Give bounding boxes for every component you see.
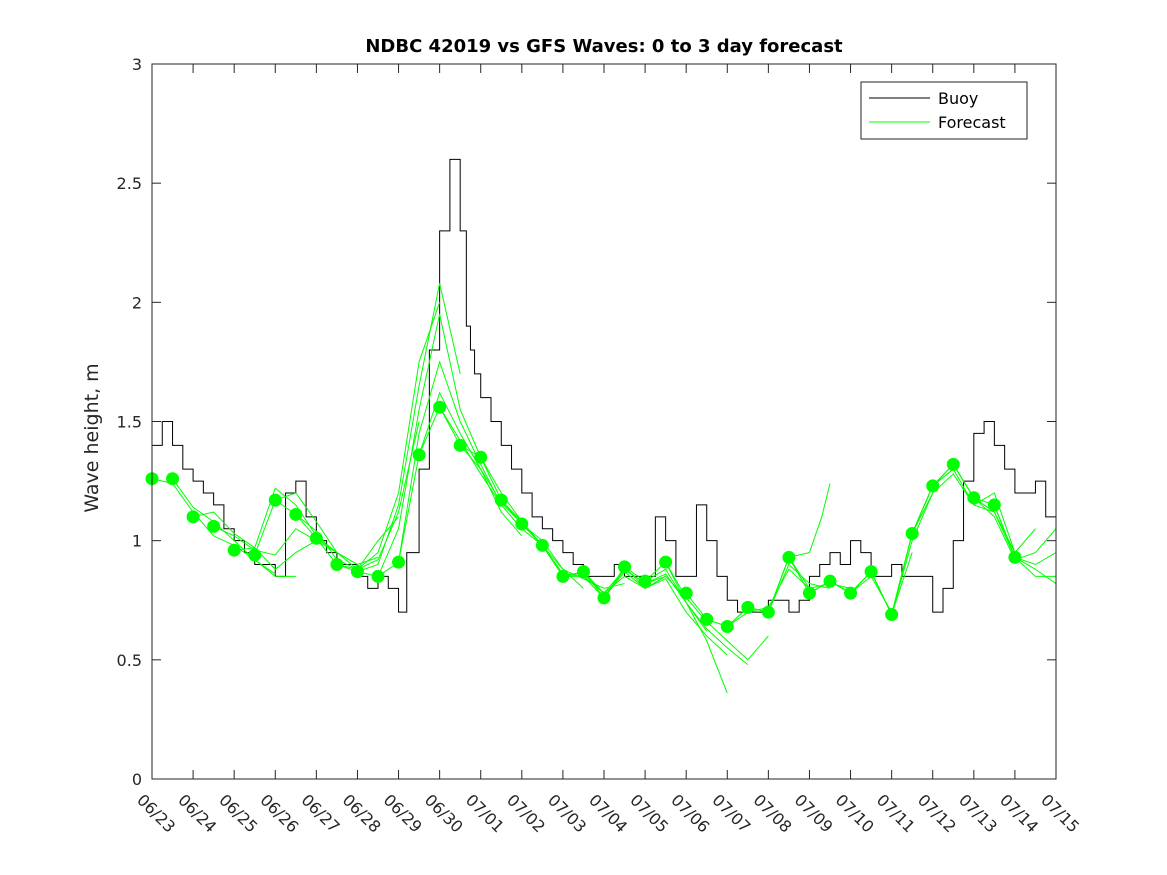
x-tick-label: 07/02 [503,790,549,836]
y-tick-label: 3 [132,55,142,74]
forecast-point [371,569,385,583]
forecast-point [248,548,262,562]
x-tick-label: 07/14 [996,790,1042,836]
x-tick-label: 07/11 [873,790,919,836]
forecast-run-line-18 [521,523,646,594]
forecast-point [618,560,632,574]
legend-forecast-label: Forecast [938,113,1006,132]
y-tick-label: 0.5 [117,651,142,670]
forecast-run-line-8 [315,302,441,570]
forecast-point [741,600,755,614]
x-tick-label: 06/25 [215,790,261,836]
forecast-point [679,586,693,600]
forecast-point [433,400,447,414]
forecast-run-line-1 [172,478,296,577]
x-tick-label: 07/09 [791,790,837,836]
forecast-point [576,565,590,579]
forecast-point [494,493,508,507]
forecast-point [1008,550,1022,564]
forecast-point [186,510,200,524]
forecast-point [207,519,221,533]
forecast-run-line-41 [993,504,1057,584]
x-tick-label: 06/26 [256,790,302,836]
forecast-point [412,448,426,462]
forecast-point [392,555,406,569]
x-tick-label: 06/24 [174,790,220,836]
x-tick-label: 06/28 [339,790,385,836]
forecast-point [844,586,858,600]
x-tick-label: 06/23 [133,790,179,836]
legend: Buoy Forecast [860,81,1028,140]
forecast-point [905,527,919,541]
forecast-point [659,555,673,569]
axes-frame [151,63,1057,780]
x-tick-label: 07/12 [914,790,960,836]
forecast-point [556,569,570,583]
forecast-run-line-22 [603,566,728,656]
forecast-point [289,507,303,521]
forecast-point [350,565,364,579]
x-tick-label: 07/10 [832,790,878,836]
forecast-point [227,543,241,557]
forecast-point [967,491,981,505]
forecast-point [474,450,488,464]
plot-area [145,158,1057,694]
forecast-run-line-25 [665,561,728,694]
forecast-point [268,493,282,507]
forecast-run-line-12 [398,391,523,563]
forecast-point [864,565,878,579]
x-tick-label: 07/15 [1037,790,1083,836]
x-tick-label: 07/01 [462,790,508,836]
y-tick-label: 0 [132,770,142,789]
forecast-point [720,619,734,633]
x-tick-label: 07/04 [585,790,631,836]
x-tick-label: 06/30 [421,790,467,836]
x-tick-label: 07/06 [667,790,713,836]
forecast-run-line-29 [747,483,831,613]
axes: 00.511.522.5306/2306/2406/2506/2606/2706… [117,55,1084,836]
forecast-point [453,438,467,452]
forecast-point [926,479,940,493]
x-tick-label: 07/13 [955,790,1001,836]
y-tick-label: 2 [132,293,142,312]
forecast-point [535,538,549,552]
forecast-point [515,517,529,531]
forecast-point [987,498,1001,512]
y-axis-label: Wave height, m [81,363,103,512]
x-tick-label: 07/08 [750,790,796,836]
forecast-point [946,457,960,471]
y-tick-label: 1.5 [117,413,142,432]
x-tick-label: 06/29 [380,790,426,836]
chart-title: NDBC 42019 vs GFS Waves: 0 to 3 day fore… [365,36,843,57]
forecast-point [761,605,775,619]
forecast-point [782,550,796,564]
y-tick-label: 2.5 [117,174,142,193]
forecast-point [823,574,837,588]
forecast-point [802,586,816,600]
x-tick-label: 07/05 [626,790,672,836]
forecast-point [700,612,714,626]
forecast-run-line-28 [726,556,851,627]
forecast-point [309,531,323,545]
x-tick-label: 06/27 [298,790,344,836]
forecast-point [638,574,652,588]
x-tick-label: 07/03 [544,790,590,836]
legend-box [860,81,1028,140]
forecast-point [597,591,611,605]
buoy-series-line [152,158,1057,613]
x-tick-label: 07/07 [708,790,754,836]
forecast-point [885,608,899,622]
forecast-point [166,472,180,486]
forecast-point [330,558,344,571]
y-tick-label: 1 [132,532,142,551]
legend-buoy-label: Buoy [938,89,978,108]
